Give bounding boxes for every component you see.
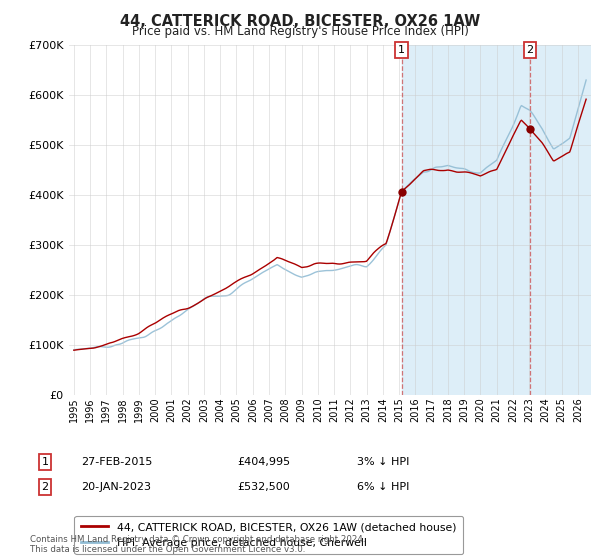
Text: 44, CATTERICK ROAD, BICESTER, OX26 1AW: 44, CATTERICK ROAD, BICESTER, OX26 1AW (120, 14, 480, 29)
Text: 20-JAN-2023: 20-JAN-2023 (81, 482, 151, 492)
Text: Price paid vs. HM Land Registry's House Price Index (HPI): Price paid vs. HM Land Registry's House … (131, 25, 469, 38)
Bar (401, 45, 594, 395)
Bar (530, 45, 594, 395)
Text: Contains HM Land Registry data © Crown copyright and database right 2024.
This d: Contains HM Land Registry data © Crown c… (30, 535, 365, 554)
Text: £532,500: £532,500 (237, 482, 290, 492)
Text: 1: 1 (41, 457, 49, 467)
Text: 2: 2 (526, 45, 533, 55)
Text: 27-FEB-2015: 27-FEB-2015 (81, 457, 152, 467)
Text: 3% ↓ HPI: 3% ↓ HPI (357, 457, 409, 467)
Legend: 44, CATTERICK ROAD, BICESTER, OX26 1AW (detached house), HPI: Average price, det: 44, CATTERICK ROAD, BICESTER, OX26 1AW (… (74, 516, 463, 554)
Text: £404,995: £404,995 (237, 457, 290, 467)
Text: 2: 2 (41, 482, 49, 492)
Text: 1: 1 (398, 45, 405, 55)
Text: 6% ↓ HPI: 6% ↓ HPI (357, 482, 409, 492)
